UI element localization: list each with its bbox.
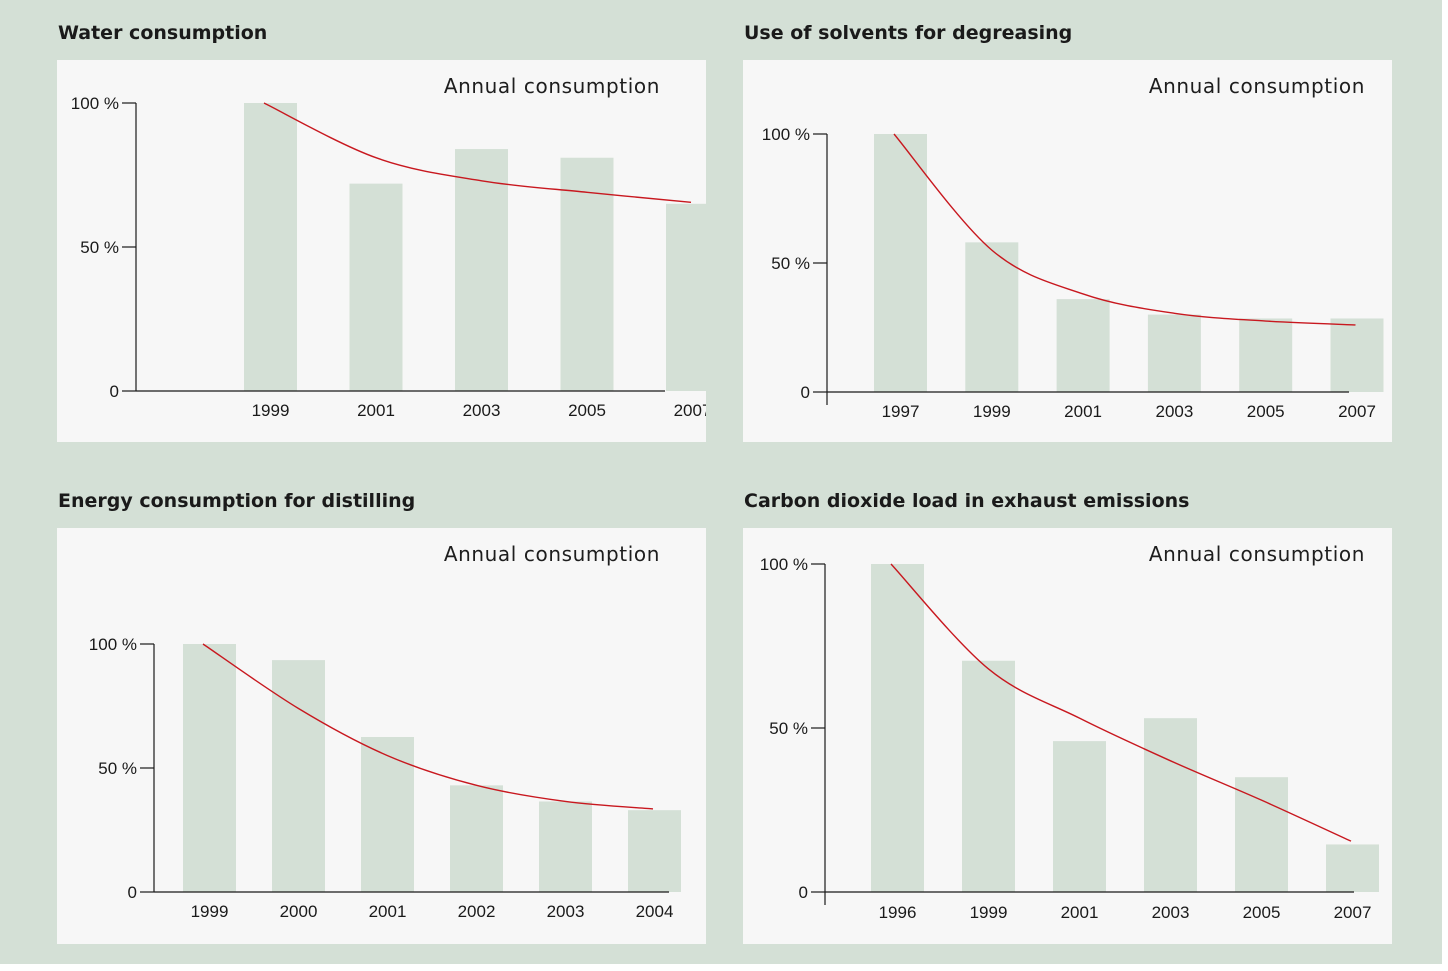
chart-annotation: Annual consumption [443,74,660,98]
x-tick-label: 2003 [1155,402,1193,421]
x-tick-label: 2007 [1334,903,1372,922]
trend-line [890,563,1352,842]
bar [539,801,592,892]
bar [1056,299,1110,392]
y-tick-label: 50 % [771,254,810,273]
x-tick-label: 2005 [1243,903,1281,922]
bar [1147,314,1201,392]
trend-line [263,102,692,204]
x-tick-label: 2000 [280,902,318,921]
bar [272,660,325,892]
chart-annotation: Annual consumption [1148,542,1365,566]
x-tick-label: 1999 [252,401,290,420]
y-tick-label: 100 % [760,555,808,574]
y-tick-label: 0 [801,383,810,402]
x-tick-label: 2001 [1064,402,1102,421]
y-tick-label: 0 [110,382,119,401]
x-tick-label: 2005 [1247,402,1285,421]
bar [455,149,508,391]
y-tick-label: 50 % [80,238,119,257]
x-tick-label: 1997 [882,402,920,421]
bar [244,103,297,391]
chart-plot: 0 50 % 100 % 1999 2000 2001 2002 2003 2004 [89,635,681,921]
bar [1326,844,1379,892]
y-tick-label: 0 [799,883,808,902]
chart-annotation: Annual consumption [1148,74,1365,98]
bar [1239,318,1293,392]
bar [628,810,681,892]
x-tick-label: 2001 [369,902,407,921]
bar [183,644,236,892]
x-tick-label: 2004 [636,902,674,921]
x-tick-label: 1999 [970,903,1008,922]
bar [965,242,1019,392]
bar [1330,318,1384,392]
chart-title-solvents: Use of solvents for degreasing [744,22,1073,44]
bar [560,157,614,391]
x-tick-label: 1996 [879,903,917,922]
x-tick-label: 2007 [674,401,706,420]
x-tick-label: 2003 [1152,903,1190,922]
chart-annotation: Annual consumption [443,542,660,566]
bar [871,564,924,892]
chart-panel-solvents: 0 50 % 100 % 1997 1999 2001 2003 2005 2007 Annua… [743,60,1392,442]
bar [1053,741,1106,892]
x-tick-label: 2002 [458,902,496,921]
y-tick-label: 100 % [71,94,119,113]
chart-title-co2: Carbon dioxide load in exhaust emissions [744,490,1190,512]
x-tick-label: 1999 [191,902,229,921]
chart-plot: 0 50 % 100 % 1999 2001 2003 2005 2007 [71,94,706,420]
y-tick-label: 100 % [762,125,810,144]
x-tick-label: 2003 [463,401,501,420]
trend-line [202,643,654,810]
x-tick-label: 2003 [547,902,585,921]
chart-plot: 0 50 % 100 % 1996 1999 2001 2003 2005 2007 [760,555,1379,922]
bar [361,737,414,892]
chart-panel-energy: 0 50 % 100 % 1999 2000 2001 2002 2003 2004 Annua… [57,528,706,944]
y-tick-label: 50 % [769,719,808,738]
y-tick-label: 100 % [89,635,137,654]
x-tick-label: 1999 [973,402,1011,421]
bar [450,785,503,892]
x-tick-label: 2001 [357,401,395,420]
x-tick-label: 2001 [1061,903,1099,922]
x-tick-label: 2007 [1338,402,1376,421]
bar [874,134,927,392]
bar [1144,718,1197,892]
y-tick-label: 0 [128,883,137,902]
bar [1235,777,1288,892]
trend-line [893,133,1356,326]
chart-panel-co2: 0 50 % 100 % 1996 1999 2001 2003 2005 2007 Annua… [743,528,1392,944]
bar [962,660,1015,892]
bar [666,203,706,391]
bar [349,183,403,391]
y-tick-label: 50 % [98,759,137,778]
x-tick-label: 2005 [568,401,606,420]
chart-plot: 0 50 % 100 % 1997 1999 2001 2003 2005 2007 [762,125,1384,421]
chart-panel-water: 0 50 % 100 % 1999 2001 2003 2005 2007 Annual co… [57,60,706,442]
chart-title-energy: Energy consumption for distilling [58,490,416,512]
chart-title-water: Water consumption [58,22,268,44]
